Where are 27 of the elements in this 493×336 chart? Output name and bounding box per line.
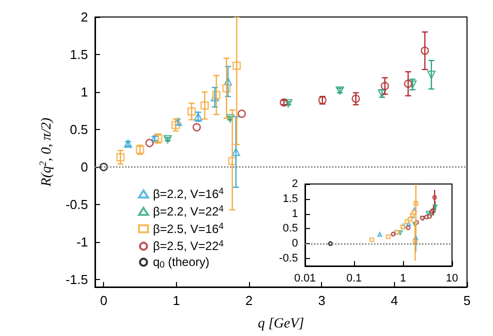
y-tick-label: -0.5 bbox=[279, 252, 298, 265]
y-tick-label: 1 bbox=[292, 208, 298, 220]
y-tick-label: 1.5 bbox=[282, 192, 298, 205]
y-tick-label: 2 bbox=[292, 178, 298, 190]
x-axis-title: q [GeV] bbox=[258, 316, 304, 332]
legend-label: q0 (theory) bbox=[153, 255, 210, 270]
x-tick-label: 0.1 bbox=[346, 272, 362, 284]
y-tick-label: 0 bbox=[292, 238, 298, 250]
x-tick-label: 1 bbox=[172, 293, 180, 308]
y-tick-label: 0.5 bbox=[282, 222, 298, 235]
x-tick-label: 0.01 bbox=[294, 272, 316, 284]
x-tick-label: 1 bbox=[400, 272, 406, 284]
y-tick-label: -1 bbox=[76, 234, 88, 250]
x-tick-label: 4 bbox=[390, 293, 398, 308]
y-tick-label: 0.5 bbox=[70, 122, 88, 137]
x-tick-label: 0 bbox=[100, 293, 108, 308]
y-tick-label: 2 bbox=[80, 10, 88, 24]
x-tick-label: 5 bbox=[463, 293, 471, 308]
x-tick-label: 3 bbox=[318, 293, 326, 308]
x-tick-label: 10 bbox=[446, 272, 458, 284]
y-tick-label: 1.5 bbox=[70, 47, 88, 62]
y-axis-title: R(q2, 0, π/2) bbox=[38, 117, 54, 188]
x-tick-label: 2 bbox=[245, 293, 253, 308]
y-tick-label: -0.5 bbox=[66, 197, 88, 212]
y-tick-label: 0 bbox=[80, 160, 88, 174]
y-tick-label: 1 bbox=[80, 84, 88, 100]
y-tick-label: -1.5 bbox=[66, 272, 88, 287]
